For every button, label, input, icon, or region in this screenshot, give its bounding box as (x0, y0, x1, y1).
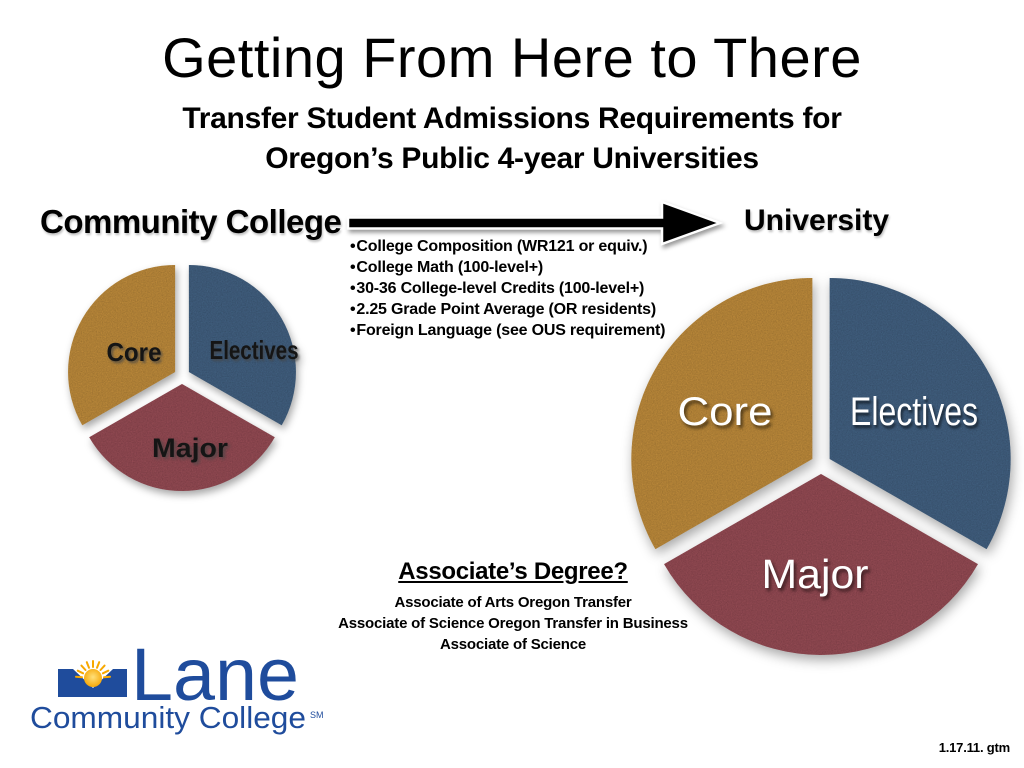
pie-label-major: Major (762, 551, 869, 597)
logo-sun-icon (75, 660, 111, 687)
associates-degree-heading: Associate’s Degree? (398, 558, 628, 585)
pie-slice-core (631, 277, 813, 550)
right-arrow-icon (346, 200, 724, 246)
requirement-item: 2.25 Grade Point Average (OR residents) (350, 299, 665, 320)
logo-wordmark-lane: Lane (131, 633, 299, 716)
requirement-item: College Math (100-level+) (350, 257, 665, 278)
university-label: University (744, 204, 890, 237)
requirement-item: College Composition (WR121 or equiv.) (350, 236, 665, 257)
pie-label-major: Major (152, 433, 229, 463)
pie-slice-core (68, 264, 176, 426)
pie-slice-electives (829, 277, 1011, 550)
pie-slice-major (89, 384, 275, 492)
subtitle-line-1: Transfer Student Admissions Requirements… (182, 102, 842, 135)
logo-trademark-sm: SM (310, 710, 324, 720)
associates-degree-item: Associate of Science (439, 636, 587, 653)
community-college-label: Community College (40, 203, 342, 240)
logo-wordmark-community-college: Community College (30, 700, 306, 735)
pie-label-electives: Electives (850, 390, 978, 434)
associates-degree-item: Associate of Science Oregon Transfer in … (338, 615, 688, 632)
transfer-requirements-list: College Composition (WR121 or equiv.) Co… (350, 236, 665, 341)
lane-community-college-logo: Lane Community College SM (30, 633, 324, 735)
slide-title: Getting From Here to There (162, 26, 862, 89)
requirement-item: Foreign Language (see OUS requirement) (350, 320, 665, 341)
pie-label-core: Core (107, 337, 162, 367)
slide-subtitle: Transfer Student Admissions Requirements… (0, 99, 1024, 179)
subtitle-line-2: Oregon’s Public 4-year Universities (265, 142, 759, 175)
pie-label-electives: Electives (210, 335, 299, 365)
pie-slice-electives (188, 264, 296, 426)
requirement-item: 30-36 College-level Credits (100-level+) (350, 278, 665, 299)
community-college-pie-chart: Electives Major Core (68, 264, 299, 492)
pie-slice-major (664, 474, 978, 655)
associates-degree-block: Associate’s Degree? Associate of Arts Or… (310, 558, 716, 655)
footer-note: 1.17.11. gtm (938, 740, 1011, 755)
university-pie-chart: Electives Major Core (631, 277, 1011, 655)
pie-label-core: Core (678, 390, 773, 434)
associates-degree-item: Associate of Arts Oregon Transfer (394, 594, 632, 611)
